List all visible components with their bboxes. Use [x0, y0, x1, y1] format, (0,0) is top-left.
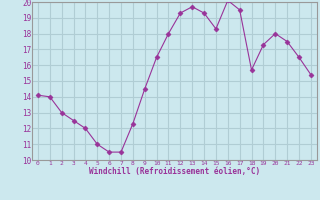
X-axis label: Windchill (Refroidissement éolien,°C): Windchill (Refroidissement éolien,°C)	[89, 167, 260, 176]
